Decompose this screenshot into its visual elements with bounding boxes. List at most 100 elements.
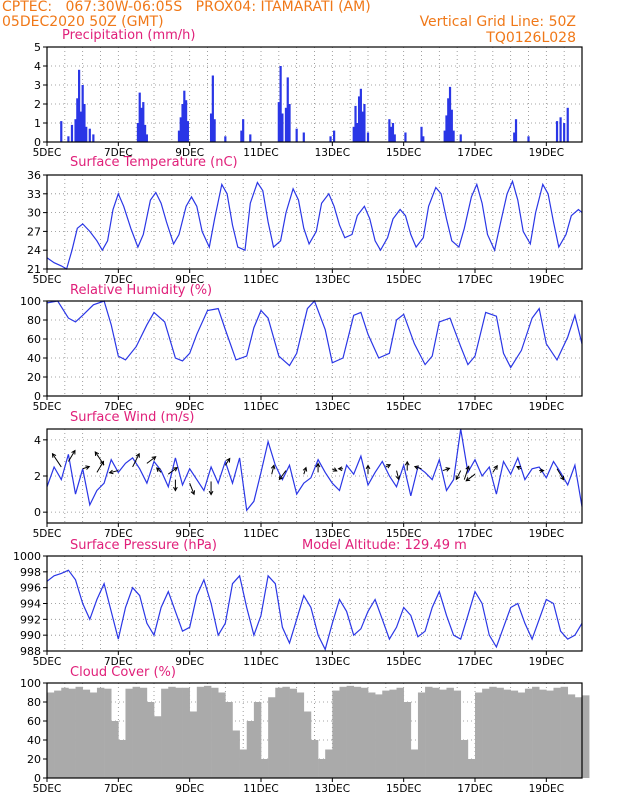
precip-bar [361,111,364,142]
precip-frame [46,46,583,143]
x-tick-label: 7DEC [104,401,133,413]
precip-bar [240,130,243,142]
y-tick-label: 100 [20,295,41,308]
precip-bar [390,126,393,142]
wind-arrowhead [108,469,114,475]
precip-panel [43,46,583,146]
precip-bar [514,119,518,142]
cloud-bar [139,687,148,778]
x-tick-label: 15DEC [386,656,421,668]
wind-arrowhead [173,466,178,472]
y-tick-label: 4 [34,434,41,447]
cloud-bar [489,686,497,778]
y-tick-label: 994 [20,598,41,611]
cloud-bar [460,740,469,778]
precip-bar [566,107,569,142]
y-tick-label: 0 [34,390,41,403]
wind-arrowhead [386,464,392,469]
precip-bar [452,130,455,142]
wind-arrow [463,466,470,480]
precip-bar [136,123,140,142]
wind-arrowhead [337,466,343,472]
wind-arrowhead [190,490,196,496]
precip-bar [555,121,559,142]
wind-arrowhead [539,468,545,473]
precip-bar [242,119,245,142]
cloud-bar [225,702,233,778]
cloud-panel [43,682,590,782]
precip-bar [354,105,357,142]
precip-bar [559,117,562,142]
y-tick-label: 1 [34,117,41,130]
cloud-bar [68,688,76,778]
cloud-bar [339,686,347,778]
cloud-bar [253,702,262,778]
x-tick-label: 19DEC [529,147,564,159]
wind-arrow [132,453,140,468]
y-tick-label: 5 [34,41,41,54]
cloud-bar [275,687,283,778]
y-tick-label: 0 [34,136,41,149]
wind-arrowhead [151,456,157,461]
cloud-bar [246,721,255,778]
x-tick-label: 7DEC [104,274,133,286]
wind-arrowhead [94,451,100,456]
x-tick-label: 15DEC [386,783,421,795]
y-tick-label: 40 [27,352,41,365]
cloud-bar [567,694,576,778]
wind-arrow [414,466,422,470]
precip-bar [76,98,79,142]
cloud-title: Cloud Cover (%) [70,665,176,680]
precip-bar [81,85,84,142]
precip-bar [356,123,359,142]
x-tick-label: 5DEC [33,274,62,286]
wind-title: Surface Wind (m/s) [70,410,194,425]
cloud-bar [375,694,383,778]
x-tick-label: 17DEC [457,783,492,795]
precip-bar [145,134,148,142]
x-tick-label: 17DEC [457,274,492,286]
wind-arrow [67,450,76,462]
x-tick-label: 9DEC [175,147,204,159]
precip-bar [70,124,74,142]
y-tick-label: 24 [27,244,41,257]
y-tick-label: 40 [27,734,41,747]
precip-bar [83,104,86,142]
wind-arrowhead [315,462,321,468]
wind-arrowhead [85,465,91,470]
x-tick-label: 7DEC [104,783,133,795]
precip-bar [183,90,186,142]
y-tick-label: 3 [34,79,41,92]
wind-arrowhead [465,476,471,482]
x-tick-label: 11DEC [243,401,278,413]
cloud-bar [118,740,126,778]
cloud-bar [47,692,55,778]
x-tick-label: 15DEC [386,147,421,159]
cloud-bar [168,686,176,778]
precip-bar [447,98,450,142]
x-tick-label: 9DEC [175,401,204,413]
wind-arrow [94,451,105,466]
cloud-bar [360,687,369,778]
product-code: TQ0126L028 [486,30,576,46]
y-tick-label: 27 [27,225,41,238]
wind-arrow [303,467,307,475]
rh-title: Relative Humidity (%) [70,283,212,298]
cloud-bar [517,692,526,778]
wind-arrow [146,456,156,464]
wind-arrowhead [559,475,565,481]
x-tick-label: 11DEC [243,656,278,668]
cloud-bar [482,688,490,778]
precip-bar [448,86,452,142]
wind-arrow [455,470,462,480]
y-tick-label: 998 [20,566,41,579]
cloud-bar [211,687,219,778]
x-tick-label: 15DEC [386,528,421,540]
cloud-bar [574,697,583,778]
x-tick-label: 13DEC [315,274,350,286]
pres-panel [43,555,583,655]
x-tick-label: 17DEC [457,147,492,159]
x-tick-label: 5DEC [33,783,62,795]
x-tick-label: 17DEC [457,656,492,668]
